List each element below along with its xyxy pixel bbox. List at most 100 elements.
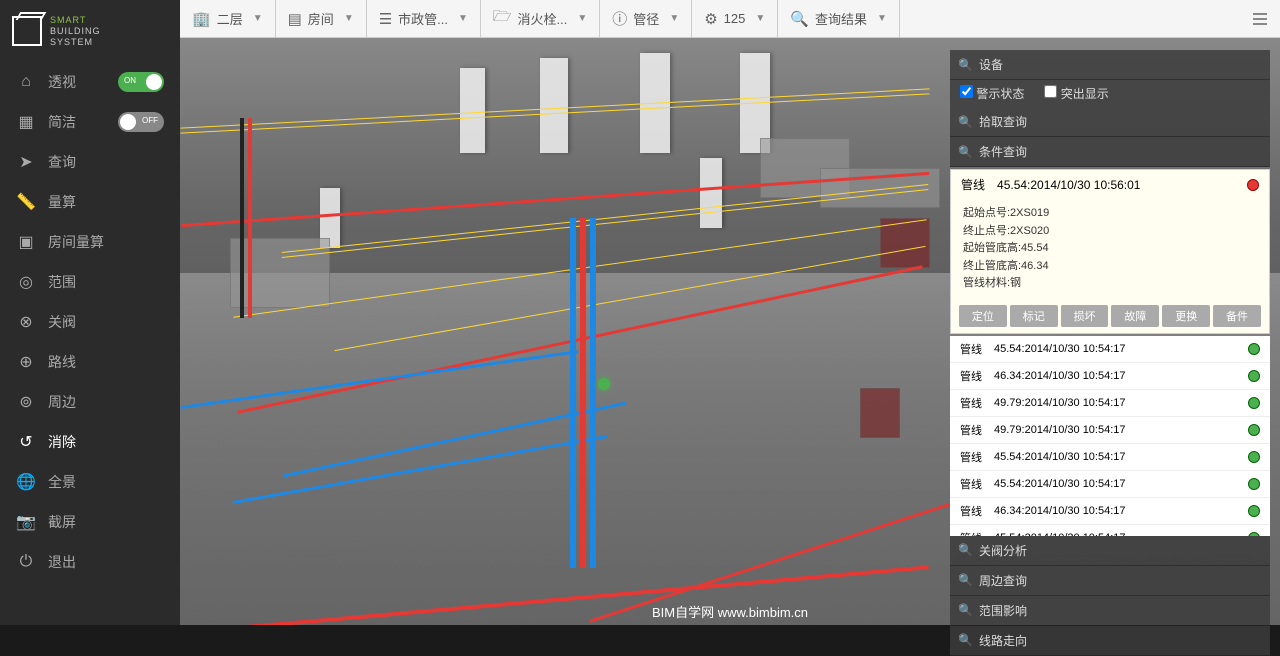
status-dot-green xyxy=(1248,343,1260,355)
sidebar-perspective[interactable]: ⌂ 透视 ON xyxy=(0,62,180,102)
damage-button[interactable]: 损坏 xyxy=(1061,305,1109,327)
result-row[interactable]: 管线46.34:2014/10/30 10:54:17 xyxy=(950,498,1270,525)
detail-buttons: 定位 标记 损坏 故障 更换 备件 xyxy=(951,299,1269,333)
room-icon: ▣ xyxy=(16,232,36,252)
undo-icon: ↺ xyxy=(16,432,36,452)
chevron-down-icon: ▼ xyxy=(755,13,765,24)
logo-icon xyxy=(12,16,42,46)
sidebar-range[interactable]: ◎范围 xyxy=(0,262,180,302)
spare-button[interactable]: 备件 xyxy=(1213,305,1261,327)
right-panel: 🔍设备 警示状态 突出显示 🔍拾取查询 🔍条件查询 管线 45.54:2014/… xyxy=(950,50,1270,656)
status-dot-red xyxy=(1247,179,1259,191)
search-icon: 🔍 xyxy=(958,58,973,72)
alert-checkbox[interactable]: 警示状态 xyxy=(960,85,1024,102)
logo: SMART BUILDING SYSTEM xyxy=(0,0,180,62)
topbar-hydrant[interactable]: 🗁消火栓...▼ xyxy=(481,0,600,37)
chevron-down-icon: ▼ xyxy=(253,13,263,24)
replace-button[interactable]: 更换 xyxy=(1162,305,1210,327)
layout-icon: ▤ xyxy=(288,10,302,28)
locate-button[interactable]: 定位 xyxy=(959,305,1007,327)
search-icon: 🔍 xyxy=(958,573,973,587)
status-dot-green xyxy=(1248,370,1260,382)
perspective-toggle[interactable]: ON xyxy=(118,72,164,92)
result-list[interactable]: 管线45.54:2014/10/30 10:54:17管线46.34:2014/… xyxy=(950,336,1270,536)
result-row[interactable]: 管线45.54:2014/10/30 10:54:17 xyxy=(950,471,1270,498)
logo-text: SMART BUILDING SYSTEM xyxy=(50,15,101,47)
sidebar-room-measure[interactable]: ▣房间量算 xyxy=(0,222,180,262)
search-icon: 🔍 xyxy=(790,10,809,28)
topbar: 🏢二层▼ ▤房间▼ ☰市政管...▼ 🗁消火栓...▼ ⓘ管径▼ ⚙125▼ 🔍… xyxy=(180,0,1280,38)
action-surrounding-query[interactable]: 🔍周边查询 xyxy=(950,566,1270,596)
search-icon: 🔍 xyxy=(958,145,973,159)
detail-card: 管线 45.54:2014/10/30 10:56:01 起始点号:2XS019… xyxy=(950,169,1270,334)
sidebar-surrounding[interactable]: ⊚周边 xyxy=(0,382,180,422)
status-dot-green xyxy=(1248,451,1260,463)
topbar-diameter[interactable]: ⓘ管径▼ xyxy=(600,0,692,37)
topbar-value[interactable]: ⚙125▼ xyxy=(692,0,778,37)
panel-pick-query[interactable]: 🔍拾取查询 xyxy=(950,107,1270,137)
gear-icon: ⚙ xyxy=(704,10,717,28)
status-dot-green xyxy=(1248,478,1260,490)
chevron-down-icon: ▼ xyxy=(344,13,354,24)
topbar-pipe-type[interactable]: ☰市政管...▼ xyxy=(367,0,481,37)
simple-toggle[interactable]: OFF xyxy=(118,112,164,132)
sidebar-simple[interactable]: ▦ 简洁 OFF xyxy=(0,102,180,142)
action-range-impact[interactable]: 🔍范围影响 xyxy=(950,596,1270,626)
status-dot-green xyxy=(1248,397,1260,409)
panel-checkboxes: 警示状态 突出显示 xyxy=(950,80,1270,107)
chevron-down-icon: ▼ xyxy=(877,13,887,24)
panel-device[interactable]: 🔍设备 xyxy=(950,50,1270,80)
sidebar: SMART BUILDING SYSTEM ⌂ 透视 ON ▦ 简洁 OFF ➤… xyxy=(0,0,180,625)
chevron-down-icon: ▼ xyxy=(458,13,468,24)
menu-icon[interactable] xyxy=(1240,0,1280,37)
result-row[interactable]: 管线46.34:2014/10/30 10:54:17 xyxy=(950,363,1270,390)
bottom-actions: 🔍关阀分析 🔍周边查询 🔍范围影响 🔍线路走向 xyxy=(950,536,1270,656)
marker-icon xyxy=(598,378,610,390)
topbar-results[interactable]: 🔍查询结果▼ xyxy=(778,0,900,37)
camera-icon: 📷 xyxy=(16,512,36,532)
status-dot-green xyxy=(1248,505,1260,517)
search-icon: 🔍 xyxy=(958,115,973,129)
sidebar-panorama[interactable]: 🌐全景 xyxy=(0,462,180,502)
fault-button[interactable]: 故障 xyxy=(1111,305,1159,327)
ruler-icon: 📏 xyxy=(16,192,36,212)
building-icon: 🏢 xyxy=(192,10,211,28)
search-icon: 🔍 xyxy=(958,633,973,647)
search-icon: 🔍 xyxy=(958,543,973,557)
folder-icon: 🗁 xyxy=(493,6,512,31)
result-row[interactable]: 管线49.79:2014/10/30 10:54:17 xyxy=(950,390,1270,417)
sidebar-clear[interactable]: ↺消除 xyxy=(0,422,180,462)
sidebar-screenshot[interactable]: 📷截屏 xyxy=(0,502,180,542)
action-valve-analysis[interactable]: 🔍关阀分析 xyxy=(950,536,1270,566)
result-row[interactable]: 管线45.54:2014/10/30 10:54:17 xyxy=(950,336,1270,363)
result-row[interactable]: 管线45.54:2014/10/30 10:54:17 xyxy=(950,525,1270,536)
cursor-icon: ➤ xyxy=(16,152,36,172)
result-row[interactable]: 管线49.79:2014/10/30 10:54:17 xyxy=(950,417,1270,444)
detail-header: 管线 45.54:2014/10/30 10:56:01 xyxy=(951,170,1269,199)
status-dot-green xyxy=(1248,532,1260,536)
result-row[interactable]: 管线45.54:2014/10/30 10:54:17 xyxy=(950,444,1270,471)
valve-icon: ⊗ xyxy=(16,312,36,332)
power-icon: ⏻ xyxy=(16,552,36,572)
sidebar-measure[interactable]: 📏量算 xyxy=(0,182,180,222)
info-icon: ⓘ xyxy=(612,8,627,29)
target-icon: ◎ xyxy=(16,272,36,292)
detail-body: 起始点号:2XS019 终止点号:2XS020 起始管底高:45.54 终止管底… xyxy=(951,199,1269,299)
status-dot-green xyxy=(1248,424,1260,436)
home-icon: ⌂ xyxy=(16,72,36,92)
panel-cond-query[interactable]: 🔍条件查询 xyxy=(950,137,1270,167)
route-icon: ⊕ xyxy=(16,352,36,372)
sidebar-route[interactable]: ⊕路线 xyxy=(0,342,180,382)
topbar-room[interactable]: ▤房间▼ xyxy=(276,0,367,37)
chevron-down-icon: ▼ xyxy=(669,13,679,24)
topbar-floor[interactable]: 🏢二层▼ xyxy=(180,0,276,37)
action-route-direction[interactable]: 🔍线路走向 xyxy=(950,626,1270,656)
grid-icon: ▦ xyxy=(16,112,36,132)
sidebar-query[interactable]: ➤查询 xyxy=(0,142,180,182)
mark-button[interactable]: 标记 xyxy=(1010,305,1058,327)
surrounding-icon: ⊚ xyxy=(16,392,36,412)
search-icon: 🔍 xyxy=(958,603,973,617)
sidebar-valve[interactable]: ⊗关阀 xyxy=(0,302,180,342)
sidebar-exit[interactable]: ⏻退出 xyxy=(0,542,180,582)
highlight-checkbox[interactable]: 突出显示 xyxy=(1044,85,1108,102)
